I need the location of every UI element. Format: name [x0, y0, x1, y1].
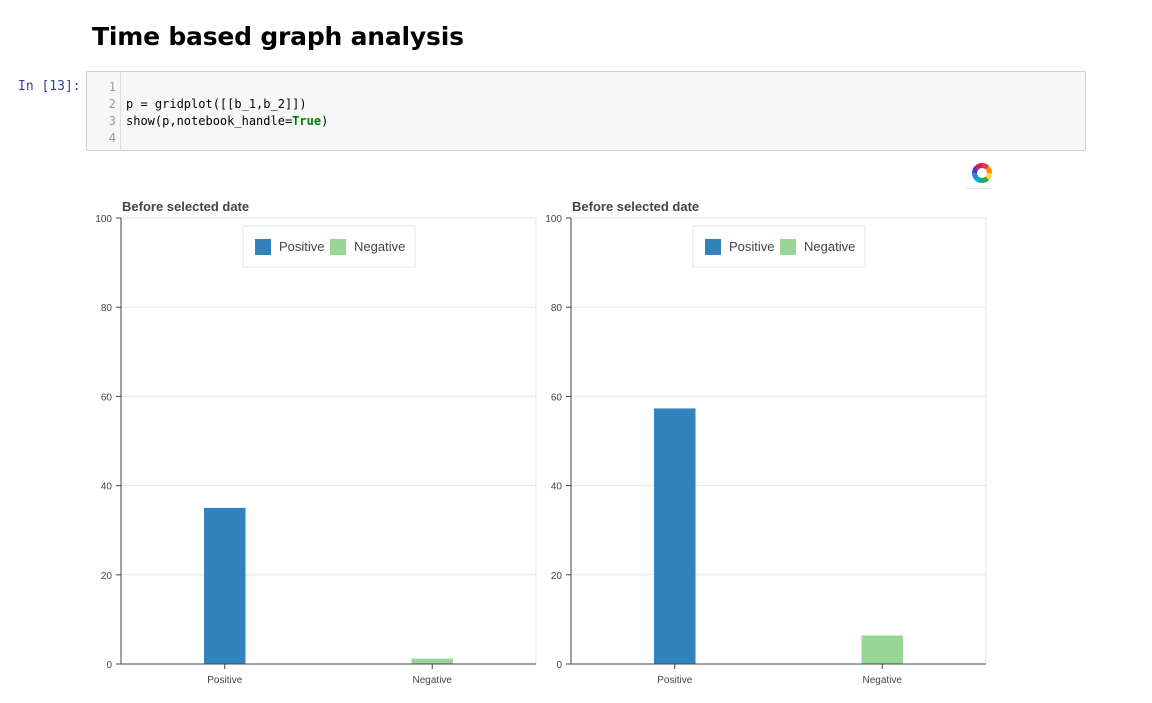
bar-positive[interactable]: [654, 408, 696, 664]
legend-swatch: [330, 239, 346, 255]
legend-swatch: [780, 239, 796, 255]
bar-negative[interactable]: [861, 635, 904, 664]
bar-positive[interactable]: [204, 507, 246, 664]
bokeh-logo-icon[interactable]: [970, 161, 994, 185]
legend: [692, 225, 866, 268]
page-title: Time based graph analysis: [92, 22, 464, 51]
cell-prompt: In [13]:: [18, 79, 81, 94]
code-text: p = gridplot([[b_1,b_2]]): [126, 97, 307, 111]
bar-chart-right[interactable]: Before selected date 0 20 40 60 80 100 Positive…: [534, 196, 994, 696]
y-tick-label: 20: [551, 571, 563, 582]
legend-label[interactable]: Negative: [804, 239, 855, 254]
plot-frame: [570, 217, 987, 665]
y-tick-label: 0: [556, 660, 562, 671]
line-number: 4: [108, 131, 116, 145]
legend-swatch: [255, 239, 271, 255]
line-number-gutter: 1 2 3 4: [87, 72, 121, 150]
y-tick-label: 100: [95, 214, 112, 225]
code-cell[interactable]: 1 2 3 4 p = gridplot([[b_1,b_2]]) show(p,not…: [86, 71, 1086, 151]
bar-chart-left[interactable]: Before selected date 0 20 40 60 80 100 Positive…: [84, 196, 544, 696]
y-tick-label: 20: [101, 571, 113, 582]
y-tick-label: 80: [551, 303, 563, 314]
chart-title: Before selected date: [572, 199, 699, 214]
legend-label[interactable]: Negative: [354, 239, 405, 254]
y-tick-label: 100: [545, 214, 562, 225]
code-keyword: True: [292, 114, 322, 128]
x-tick-label: Positive: [207, 675, 242, 686]
y-tick-label: 40: [551, 482, 563, 493]
code-line[interactable]: p = gridplot([[b_1,b_2]]): [126, 96, 307, 112]
x-tick-label: Positive: [657, 675, 692, 686]
legend: [242, 225, 416, 268]
code-text: show(p,notebook_handle=: [126, 114, 293, 128]
code-line[interactable]: show(p,notebook_handle=True): [126, 113, 328, 129]
legend-label[interactable]: Positive: [279, 239, 325, 254]
chart-title: Before selected date: [122, 199, 249, 214]
code-text: ): [321, 114, 329, 128]
y-tick-label: 80: [101, 303, 113, 314]
line-number: 1: [108, 80, 116, 94]
bar-negative[interactable]: [411, 658, 454, 664]
y-tick-label: 60: [551, 392, 563, 403]
y-tick-label: 60: [101, 392, 113, 403]
legend-swatch: [705, 239, 721, 255]
x-tick-label: Negative: [413, 675, 453, 686]
x-tick-label: Negative: [863, 675, 903, 686]
y-tick-label: 40: [101, 482, 113, 493]
plot-frame: [120, 217, 537, 665]
line-number: 2: [108, 97, 116, 111]
toolbar-divider: [966, 188, 992, 189]
y-tick-label: 0: [106, 660, 112, 671]
line-number: 3: [108, 114, 116, 128]
legend-label[interactable]: Positive: [729, 239, 775, 254]
